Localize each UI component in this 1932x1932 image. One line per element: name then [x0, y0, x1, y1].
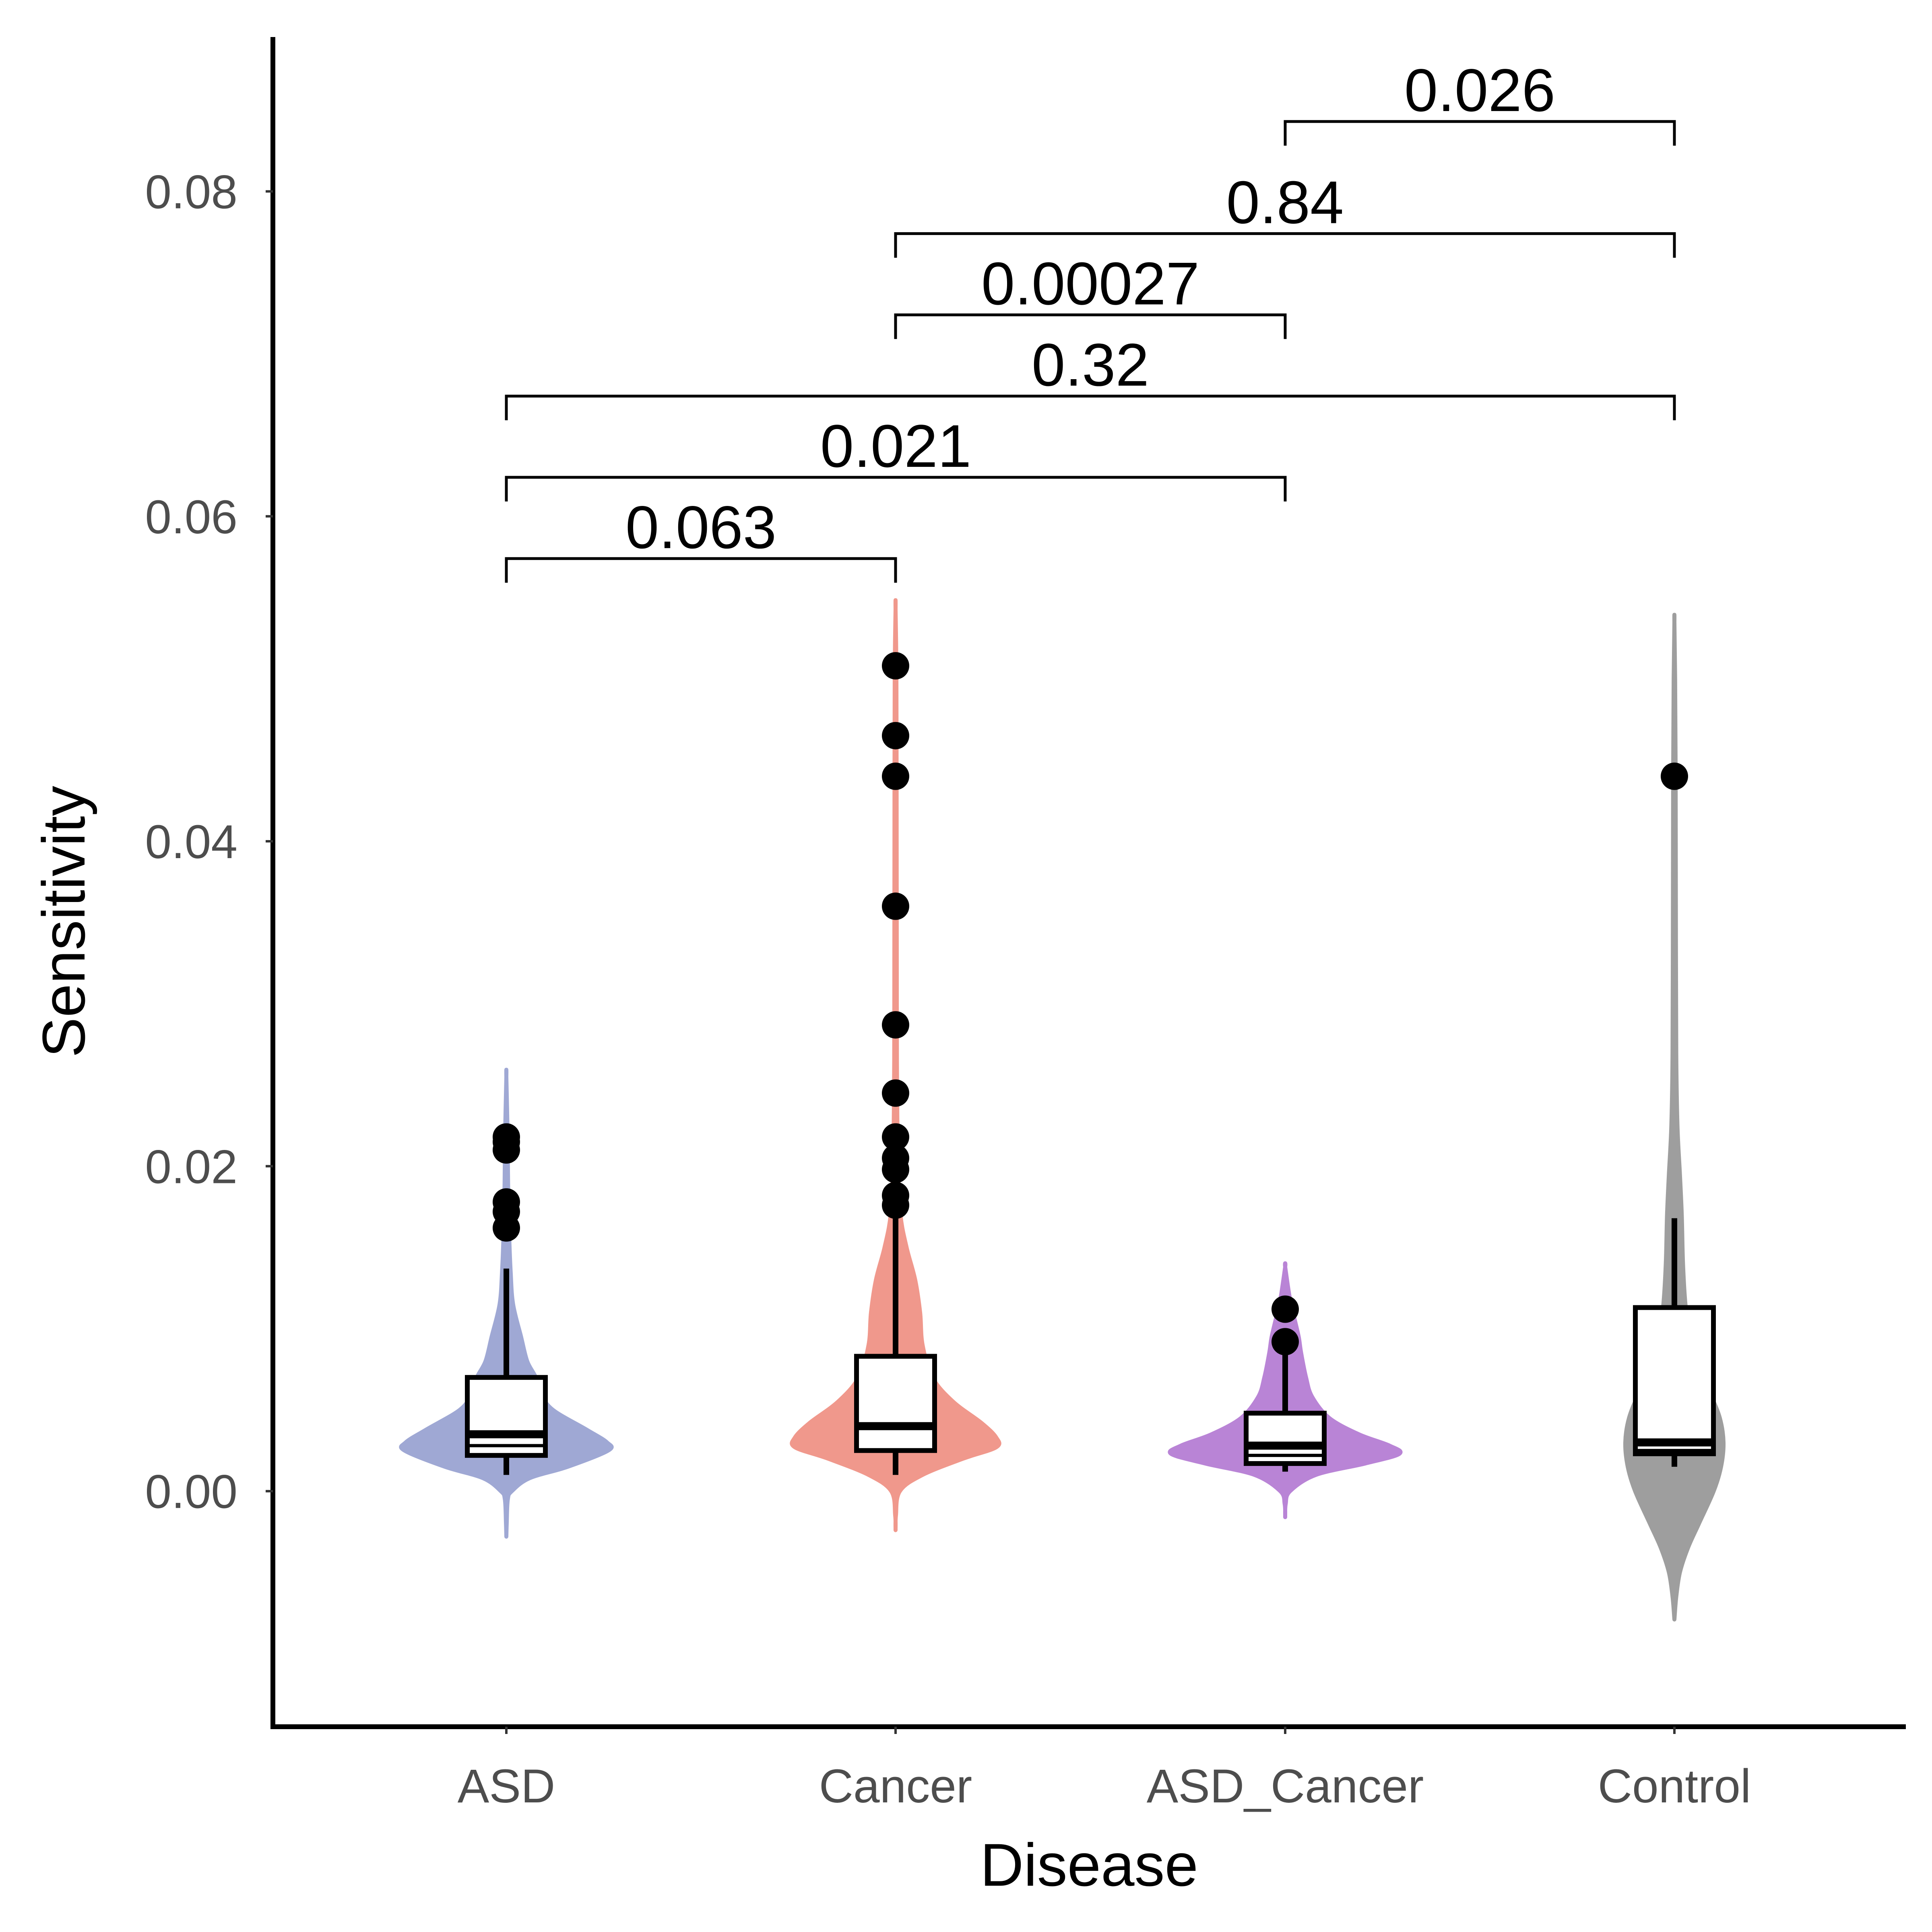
- outlier-point-cancer: [882, 762, 909, 790]
- outlier-point-cancer: [882, 1011, 909, 1039]
- comparison-bracket: [1284, 120, 1676, 146]
- y-tick-label: 0.08: [145, 165, 237, 219]
- outlier-point-cancer: [882, 652, 909, 680]
- comparison-bracket: [505, 476, 1287, 502]
- p-value-label: 0.026: [1404, 56, 1555, 124]
- comparison-bracket: [894, 232, 1676, 258]
- outlier-point-cancer: [882, 1079, 909, 1107]
- y-tick-label: 0.06: [145, 491, 237, 544]
- x-tick-label-cancer: Cancer: [819, 1760, 972, 1813]
- outlier-point-asd-cancer: [1271, 1295, 1299, 1323]
- box-cancer: [854, 1354, 937, 1453]
- outlier-point-asd-cancer: [1271, 1328, 1299, 1356]
- box-control: [1633, 1305, 1716, 1456]
- p-value-label: 0.021: [820, 412, 971, 480]
- x-axis-ticks: ASD Cancer ASD_Cancer Control: [458, 1727, 1751, 1813]
- x-axis-title: Disease: [980, 1831, 1198, 1899]
- outlier-point-asd: [493, 1136, 520, 1164]
- y-axis-ticks: 0.00 0.02 0.04 0.06 0.08: [145, 165, 273, 1519]
- violin-cancer: [790, 598, 1001, 1532]
- violins-layer: [399, 598, 1726, 1622]
- outlier-point-asd: [493, 1214, 520, 1242]
- comparison-bracket: [505, 394, 1676, 421]
- x-tick-label-asd: ASD: [458, 1760, 555, 1813]
- y-tick-label: 0.02: [145, 1140, 237, 1193]
- outlier-point-cancer: [882, 722, 909, 749]
- outlier-point-cancer: [882, 1191, 909, 1219]
- outlier-point-cancer: [882, 1123, 909, 1151]
- p-value-label: 0.063: [625, 493, 776, 561]
- outliers-layer: [493, 652, 1688, 1356]
- comparison-bracket: [505, 557, 897, 583]
- x-tick-label-asd-cancer: ASD_Cancer: [1147, 1760, 1424, 1813]
- p-value-label: 0.84: [1226, 168, 1344, 236]
- outlier-point-cancer: [882, 1156, 909, 1183]
- y-axis-title: Sensitivity: [30, 786, 97, 1057]
- y-tick-label: 0.04: [145, 815, 237, 869]
- comparison-bracket: [894, 313, 1287, 339]
- p-value-label: 0.00027: [981, 250, 1199, 317]
- box-asd: [465, 1375, 548, 1458]
- boxplots-layer: [465, 1215, 1716, 1475]
- significance-brackets: 0.063 0.021 0.32 0.00027 0.84 0.026: [505, 56, 1676, 583]
- outlier-point-cancer: [882, 892, 909, 920]
- outlier-point-control: [1661, 762, 1688, 790]
- p-value-label: 0.32: [1032, 331, 1149, 398]
- x-tick-label-control: Control: [1598, 1760, 1751, 1813]
- y-tick-label: 0.00: [145, 1466, 237, 1519]
